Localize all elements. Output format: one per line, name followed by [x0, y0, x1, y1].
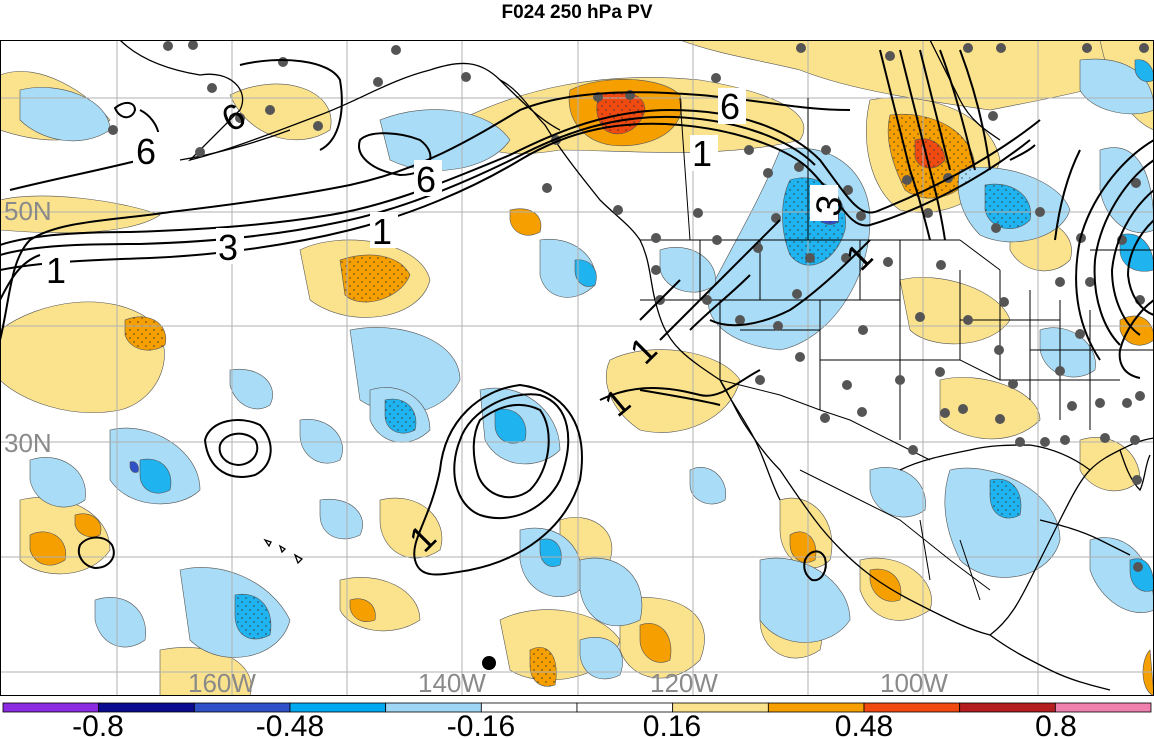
- map-title: F024 250 hPa PV: [501, 2, 653, 23]
- lat-label-30n: 30N: [4, 428, 52, 458]
- lon-label-140w: 140W: [418, 668, 486, 698]
- lon-label-160w: 160W: [188, 668, 256, 698]
- contour-label-6-gulf: 6: [416, 159, 436, 200]
- contour-label-1-west: 1: [46, 250, 66, 291]
- contour-label-6-alaska: 6: [136, 131, 156, 172]
- lon-label-100w: 100W: [880, 668, 948, 698]
- contour-label-1-mid: 1: [372, 211, 392, 252]
- colorbar-label: 0.16: [643, 710, 701, 739]
- colorbar-label: -0.8: [72, 710, 124, 739]
- colorbar-swatch: [1054, 702, 1152, 713]
- colorbar: [2, 702, 1152, 713]
- lat-label-50n: 50N: [4, 196, 52, 226]
- lat-lon-grid: [0, 40, 1154, 696]
- contour-label-3-pacific: 3: [218, 227, 238, 268]
- colorbar-label: 0.48: [835, 710, 893, 739]
- colorbar-label: -0.16: [447, 710, 515, 739]
- colorbar-label: -0.48: [256, 710, 324, 739]
- colorbar-label: 0.8: [1035, 710, 1077, 739]
- political-borders: [640, 97, 1154, 601]
- contour-label-6-canada: 6: [720, 86, 740, 127]
- lon-label-120w: 120W: [650, 668, 718, 698]
- colorbar-labels: -0.8 -0.48 -0.16 0.16 0.48 0.8: [72, 710, 1077, 739]
- pv-contours: [0, 49, 1154, 582]
- marker-dot: [482, 656, 496, 670]
- contour-label-1-bc: 1: [692, 133, 712, 174]
